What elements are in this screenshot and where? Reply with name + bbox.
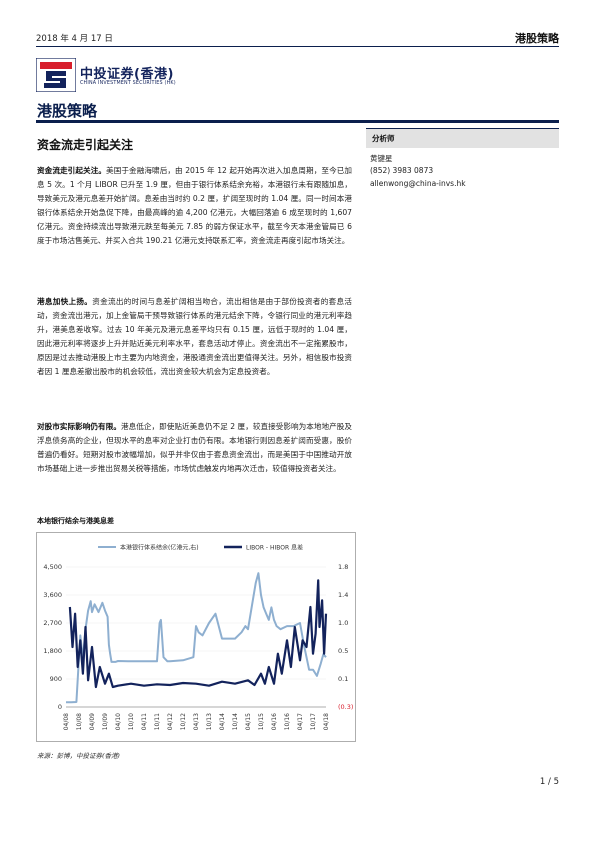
header-title: 港股策略 — [515, 32, 559, 45]
logo-name-cn: 中投证券(香港) — [80, 67, 174, 82]
y-right-tick-label: 0.5 — [338, 647, 348, 655]
y-left-tick-label: 900 — [50, 675, 62, 683]
logo-mark-icon — [36, 58, 76, 92]
y-left-tick-label: 3,600 — [43, 591, 62, 599]
paragraph-text: 美国于金融海啸后，由 2015 年 12 起开始再次进入加息周期，至今已加息 5… — [37, 166, 352, 245]
x-tick-label: 04/13 — [193, 713, 200, 730]
balance-spread-chart: 本港银行体系结余(亿港元,右) LIBOR - HIBOR 息差 0 900 1,80… — [36, 532, 356, 742]
x-tick-label: 10/08 — [76, 713, 83, 730]
x-tick-label: 04/12 — [167, 713, 174, 730]
paragraph-text: 资金流出的时间与息差扩阔相当吻合，流出相信是由于部份投资者的套息活动，资金流出港… — [37, 297, 353, 376]
x-tick-label: 04/08 — [63, 713, 70, 730]
paragraph-text: 港息低企，即使贴近美息仍不足 2 厘，较直接受影响为本地地产股及浮息债务高的企业… — [37, 422, 353, 473]
x-tick-label: 04/14 — [219, 713, 226, 730]
x-tick-label: 04/15 — [245, 713, 252, 730]
x-tick-label: 10/12 — [180, 713, 187, 730]
x-tick-label: 04/18 — [323, 713, 330, 730]
logo-name-en: CHINA INVESTMENT SECURITIES (HK) — [80, 81, 176, 86]
y-right-tick-label: 1.4 — [338, 591, 348, 599]
y-right-tick-label: 1.8 — [338, 563, 348, 571]
y-left-tick-label: 0 — [58, 703, 62, 711]
y-right-tick-label: (0.3) — [338, 703, 353, 711]
analyst-heading: 分析师 — [372, 134, 395, 143]
x-tick-label: 04/11 — [141, 713, 148, 730]
x-tick-label: 10/17 — [310, 713, 317, 730]
y-right-tick-label: 0.1 — [338, 675, 348, 683]
x-tick-label: 10/13 — [206, 713, 213, 730]
x-tick-label: 04/16 — [271, 713, 278, 730]
series-line-bank-balance — [66, 572, 327, 704]
article-title: 资金流走引起关注 — [37, 138, 134, 152]
paragraph-lead: 对股市实际影响仍有限。 — [37, 422, 121, 431]
analyst-heading-bar: 分析师 — [366, 128, 559, 148]
title-divider — [36, 120, 559, 123]
legend-label: LIBOR - HIBOR 息差 — [246, 544, 303, 552]
paragraph-lead: 港息加快上扬。 — [37, 297, 93, 306]
x-tick-label: 10/14 — [232, 713, 239, 730]
x-tick-label: 10/09 — [102, 713, 109, 730]
header-divider — [36, 46, 559, 47]
legend-label: 本港银行体系结余(亿港元,右) — [120, 544, 199, 552]
x-tick-label: 04/17 — [297, 713, 304, 730]
paragraph-lead: 资金流走引起关注。 — [37, 166, 107, 175]
x-tick-label: 10/10 — [128, 713, 135, 730]
x-tick-label: 10/16 — [284, 713, 291, 730]
chart-title: 本地银行结余与港美息差 — [37, 517, 114, 525]
chart-source: 来源：彭博，中投证券(香港) — [37, 752, 121, 760]
y-right-tick-label: 1.0 — [338, 619, 348, 627]
analyst-phone: (852) 3983 0873 — [370, 166, 434, 175]
y-left-tick-label: 4,500 — [43, 563, 62, 571]
y-left-tick-label: 1,800 — [43, 647, 62, 655]
x-tick-label: 04/10 — [115, 713, 122, 730]
report-date: 2018 年 4 月 17 日 — [36, 34, 113, 44]
x-tick-label: 10/11 — [154, 713, 161, 730]
analyst-email[interactable]: allenwong@china-invs.hk — [370, 179, 466, 188]
report-type: 港股策略 — [37, 102, 98, 120]
page-number: 1 / 5 — [539, 777, 559, 787]
paragraph-market-impact: 对股市实际影响仍有限。港息低企，即使贴近美息仍不足 2 厘，较直接受影响为本地地… — [37, 420, 352, 476]
analyst-name: 黄键星 — [370, 154, 393, 163]
series-line-libor-hibor — [68, 579, 328, 689]
paragraph-hibor-rise: 港息加快上扬。资金流出的时间与息差扩阔相当吻合，流出相信是由于部份投资者的套息活… — [37, 295, 352, 378]
x-tick-label: 04/09 — [89, 713, 96, 730]
paragraph-fund-outflow: 资金流走引起关注。美国于金融海啸后，由 2015 年 12 起开始再次进入加息周… — [37, 164, 352, 247]
x-tick-label: 10/15 — [258, 713, 265, 730]
company-logo: 中投证券(香港) CHINA INVESTMENT SECURITIES (HK… — [36, 58, 186, 94]
y-left-tick-label: 2,700 — [43, 619, 62, 627]
